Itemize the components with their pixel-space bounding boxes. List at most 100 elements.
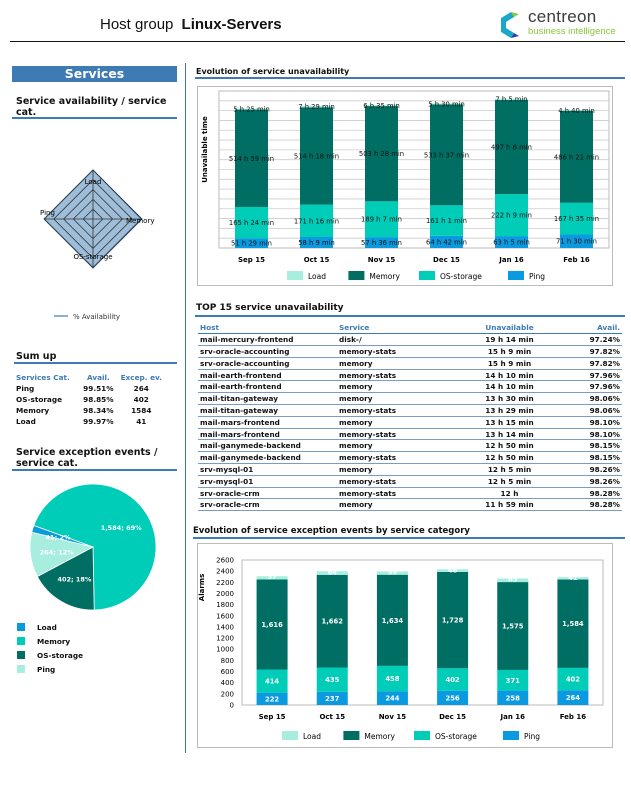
data-label: 1,616 — [261, 621, 283, 629]
unavailable-cell: 11 h 59 min — [457, 498, 562, 512]
bar-os-storage — [256, 669, 288, 693]
x-tick-label: Sep 15 — [259, 713, 286, 721]
data-label: 171 h 16 min — [294, 217, 339, 225]
services-banner: Services — [12, 66, 177, 82]
host-cell: mail-mars-frontend — [198, 416, 337, 429]
data-label: 5 h 30 min — [428, 100, 465, 108]
table-row: mail-titan-gateway memory 13 h 30 min 98.06… — [198, 392, 622, 406]
service-cell: memory-stats — [337, 369, 457, 382]
bar-ping — [560, 234, 593, 248]
avail-cell: 98.15% — [562, 439, 622, 453]
x-tick-label: Feb 16 — [563, 256, 590, 264]
legend-swatch — [348, 271, 365, 280]
table-row: mail-mars-frontend memory 13 h 15 min 98.10… — [198, 416, 622, 429]
data-label: 222 h 9 min — [491, 212, 532, 220]
pie-slice-label: 1,584; 69% — [101, 524, 142, 532]
data-label: 486 h 21 min — [554, 153, 599, 161]
chart2-frame — [197, 543, 613, 748]
data-label: 63 h 5 min — [493, 239, 530, 247]
col-header: Services Cat. — [16, 373, 70, 382]
bar-load — [256, 576, 288, 580]
exceptions-cell: 264 — [133, 384, 149, 393]
y-tick-label: 2000 — [216, 590, 234, 598]
legend-swatch — [282, 731, 298, 740]
data-label: 65 — [508, 575, 518, 583]
exceptions-cell: 1584 — [131, 406, 152, 415]
service-cell: memory — [337, 357, 457, 370]
x-tick-label: Sep 15 — [238, 256, 265, 264]
radar-axis-label: Ping — [40, 209, 55, 217]
data-label: 435 — [325, 676, 339, 684]
unavailable-cell: 15 h 9 min — [457, 357, 562, 370]
centreon-logo-icon — [501, 12, 519, 38]
radar-axis-label: Load — [85, 178, 102, 186]
avail-cell: 97.96% — [562, 369, 622, 382]
data-label: 58 h 9 min — [298, 239, 335, 247]
data-label: 1,728 — [442, 617, 464, 625]
category-cell: Memory — [16, 406, 50, 415]
bar-load — [300, 105, 333, 108]
section-underline — [195, 77, 625, 79]
data-label: 59 — [388, 568, 398, 576]
bar-os-storage — [557, 667, 589, 691]
avail-cell: 98.06% — [562, 392, 622, 406]
service-cell: memory — [337, 439, 457, 453]
bar-os-storage — [437, 668, 469, 691]
bar-load — [560, 109, 593, 111]
data-label: 57 h 36 min — [361, 239, 402, 247]
host-group-name: Linux-Servers — [181, 16, 282, 33]
bar-ping — [376, 691, 408, 705]
x-tick-label: Dec 15 — [433, 256, 460, 264]
page-title: Host group Linux-Servers — [100, 16, 282, 33]
y-tick-label: 1200 — [216, 635, 234, 643]
logo-main-text: centreon — [528, 7, 597, 26]
legend-swatch — [419, 271, 435, 280]
y-tick-label: 1800 — [216, 601, 234, 609]
centreon-logo: centreon business intelligence — [495, 7, 625, 38]
avail-cell: 97.82% — [562, 345, 622, 358]
avail-cell: 97.82% — [562, 357, 622, 370]
bar-ping — [365, 237, 398, 248]
bar-os-storage — [376, 665, 408, 692]
col-header: Avail. — [86, 373, 110, 382]
data-label: 7 h 29 min — [298, 103, 335, 111]
service-cell: memory-stats — [337, 404, 457, 417]
availability-radar-chart: Load Memory OS-storage Ping % Availability — [40, 169, 154, 321]
data-label: 402 — [445, 676, 459, 684]
col-header-host: Host — [198, 322, 337, 335]
avail-cell: 97.96% — [562, 380, 622, 394]
host-cell: mail-earth-frontend — [198, 380, 337, 394]
legend-label: OS-storage — [37, 650, 84, 660]
bar-load — [376, 571, 408, 575]
service-cell: memory-stats — [337, 428, 457, 441]
x-tick-label: Dec 15 — [439, 713, 466, 721]
table-row: mail-earth-frontend memory 14 h 10 min 97.9… — [198, 380, 622, 394]
section-underline — [195, 315, 625, 317]
sumup-row: Memory 98.34% 1584 — [16, 405, 166, 416]
y-tick-label: 600 — [221, 668, 234, 676]
pie-legend-item: Memory — [17, 634, 83, 648]
unavailable-cell: 13 h 15 min — [457, 416, 562, 429]
sumup-row: Ping 99.51% 264 — [16, 383, 166, 394]
pie-slice-label: 41; 2% — [46, 533, 71, 541]
service-cell: memory — [337, 380, 457, 394]
table-row: srv-oracle-crm memory 11 h 59 min 98.28% — [198, 498, 622, 512]
data-label: 402 — [566, 676, 580, 684]
exception-events-chart: 0 200 400 600 800 1000 1200 1400 1600 1800 2000 220… — [198, 557, 604, 741]
table-row: mail-mars-frontend memory-stats 13 h 14 mi… — [198, 428, 622, 441]
radar-axis-label: OS-storage — [73, 253, 112, 261]
table-row: mail-ganymede-backend memory 12 h 50 min 98… — [198, 439, 622, 453]
data-label: 48 — [448, 566, 458, 574]
bar-ping — [316, 691, 348, 705]
bar-memory — [256, 579, 288, 670]
unavailable-cell: 12 h 5 min — [457, 463, 562, 476]
x-tick-label: Nov 15 — [368, 256, 396, 264]
pie-title: Service exception events / service cat. — [16, 447, 158, 469]
bar-ping — [557, 690, 589, 705]
legend-swatch — [17, 637, 25, 645]
unavailable-cell: 13 h 14 min — [457, 428, 562, 441]
bar-ping — [437, 690, 469, 705]
table-row: mail-earth-frontend memory-stats 14 h 10 m… — [198, 369, 622, 382]
data-label: 5 h 25 min — [233, 106, 270, 114]
unavailable-cell: 14 h 10 min — [457, 380, 562, 394]
